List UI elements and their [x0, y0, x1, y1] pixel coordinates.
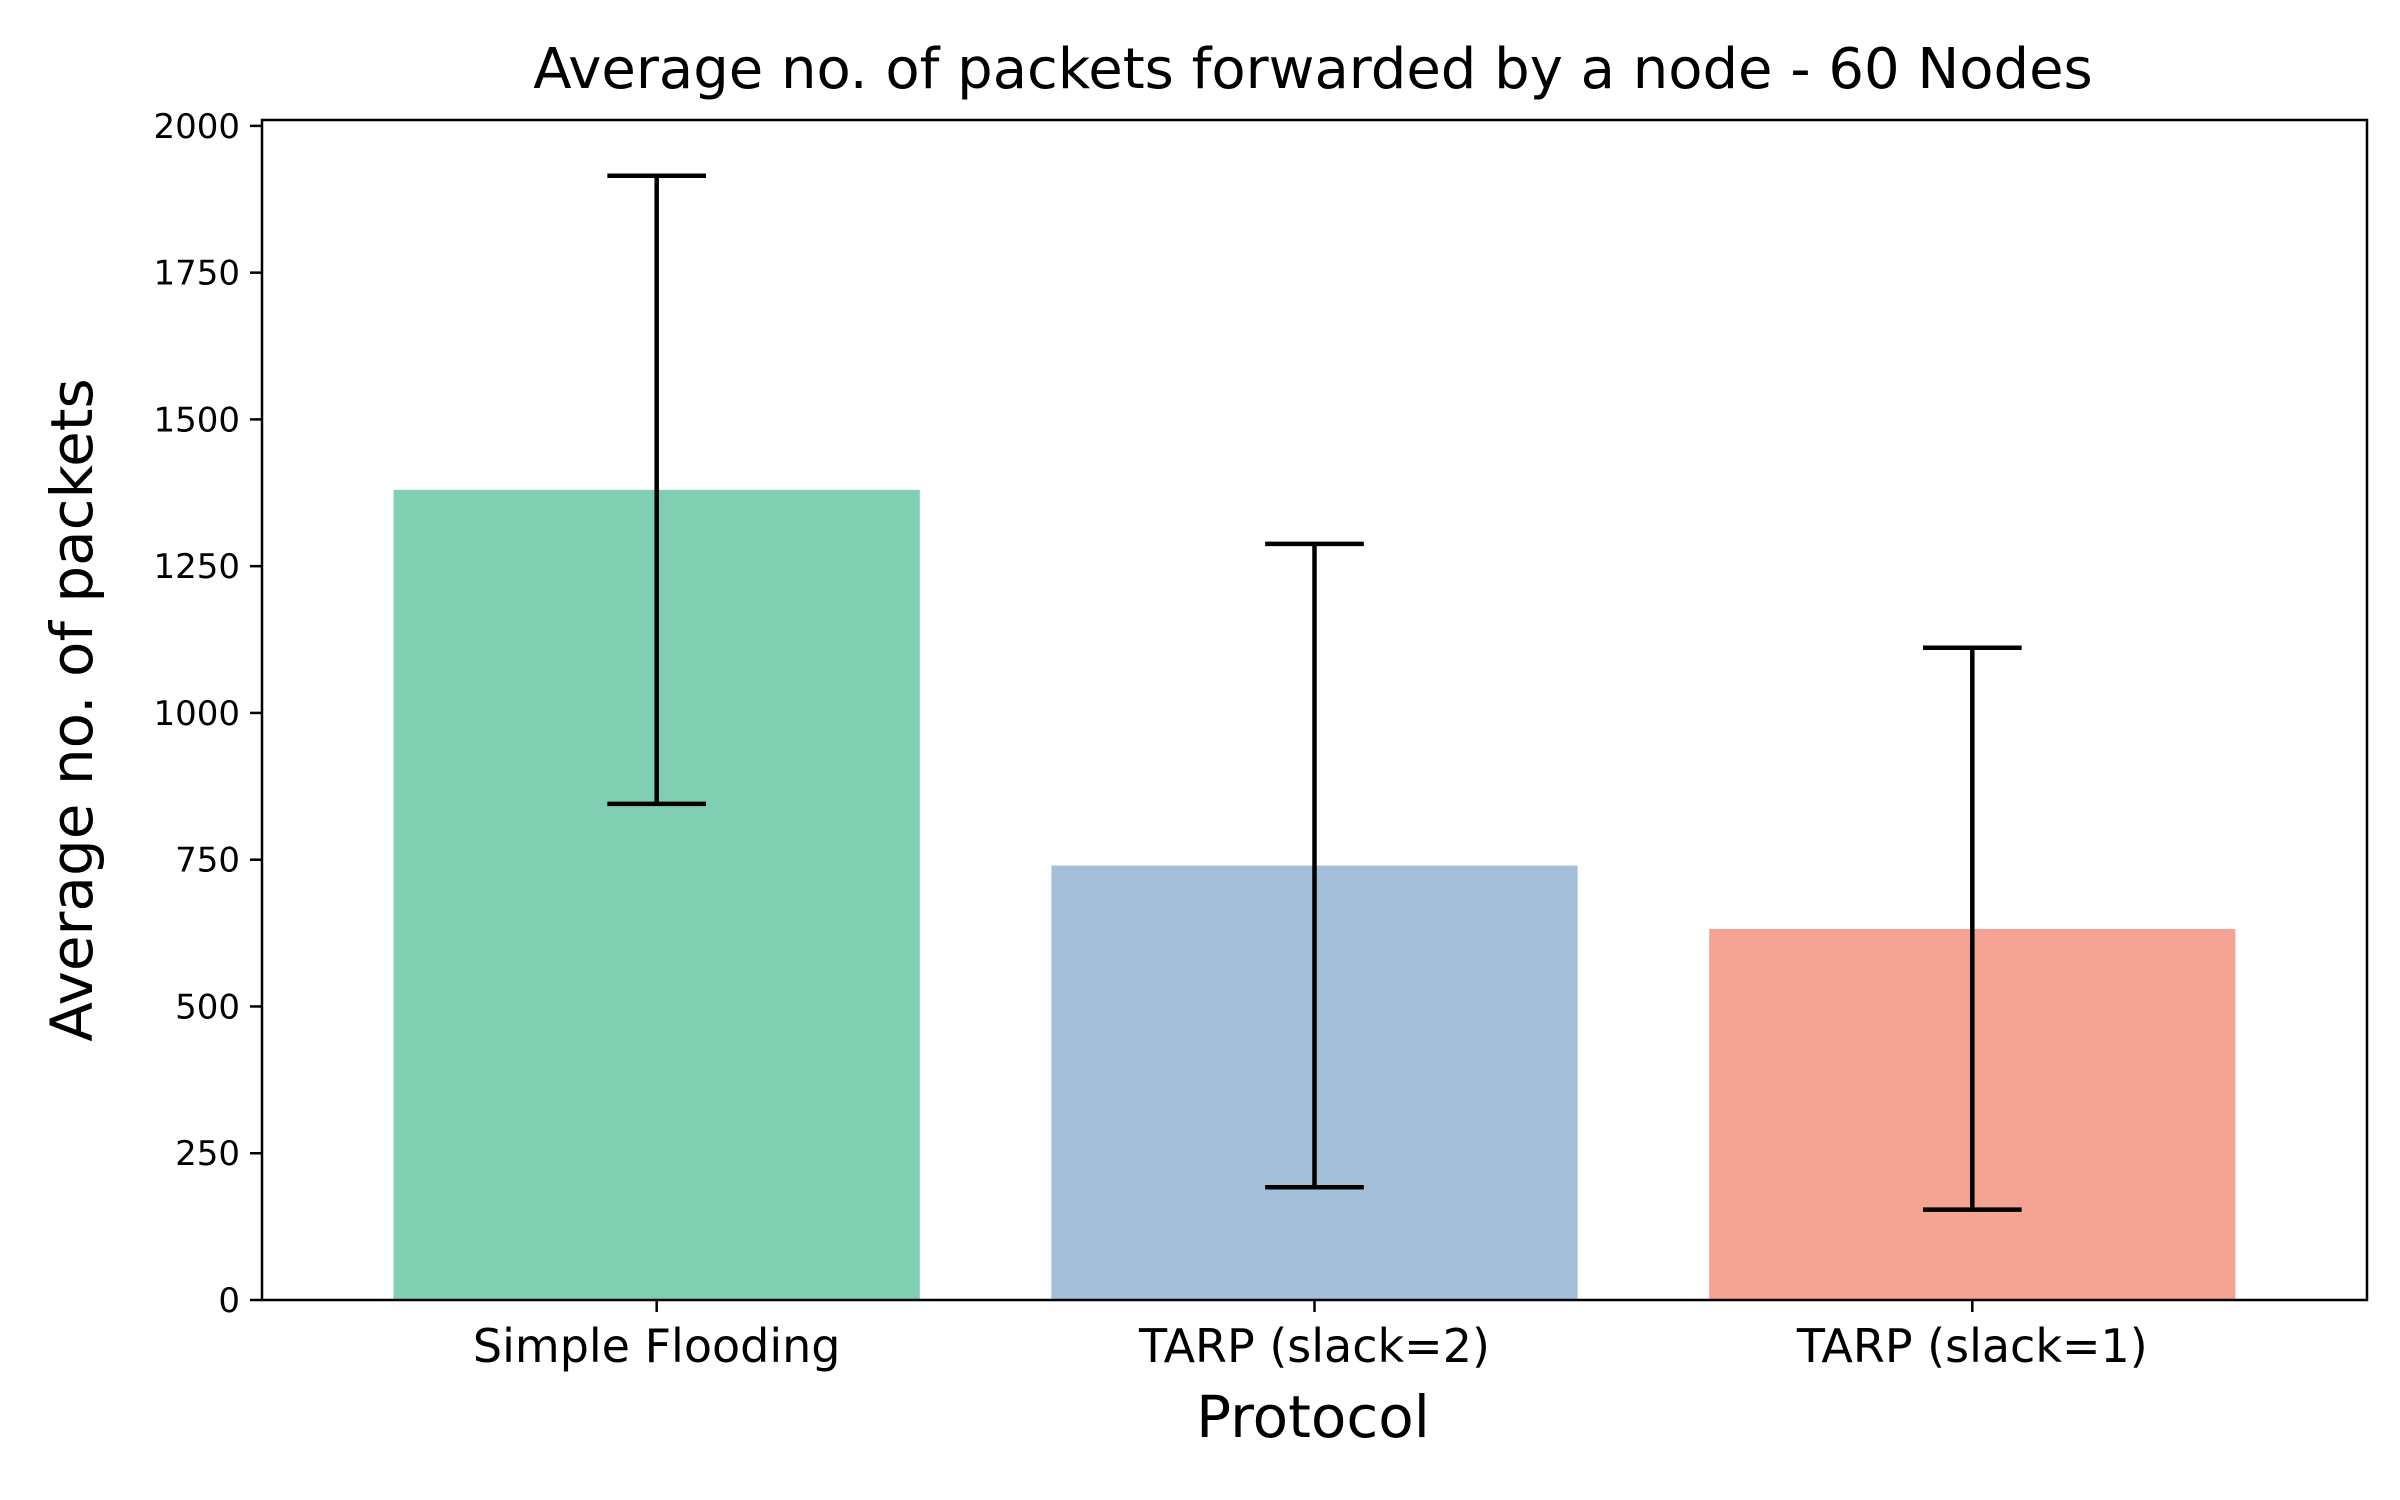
y-tick-label: 0 [218, 1281, 240, 1321]
y-tick-label: 1500 [153, 400, 240, 440]
y-tick-label: 250 [175, 1134, 240, 1174]
plot-area: 0 250 500 750 1000 1250 1500 1750 2000 Simple Flo… [153, 107, 2369, 1373]
y-tick-label: 1750 [153, 254, 240, 294]
x-tick-label: TARP (slack=2) [1138, 1319, 1490, 1373]
x-tick-label: TARP (slack=1) [1796, 1319, 2148, 1373]
y-axis-label: Average no. of packets [38, 378, 106, 1041]
y-tick-label: 1000 [153, 694, 240, 734]
x-tick-label: Simple Flooding [473, 1319, 841, 1373]
y-tick-label: 750 [175, 841, 240, 881]
y-tick-label: 1250 [153, 547, 240, 587]
y-tick-label: 500 [175, 987, 240, 1027]
x-axis-label: Protocol [1196, 1383, 1430, 1451]
chart-title: Average no. of packets forwarded by a no… [533, 37, 2092, 102]
y-tick-label: 2000 [153, 107, 240, 147]
